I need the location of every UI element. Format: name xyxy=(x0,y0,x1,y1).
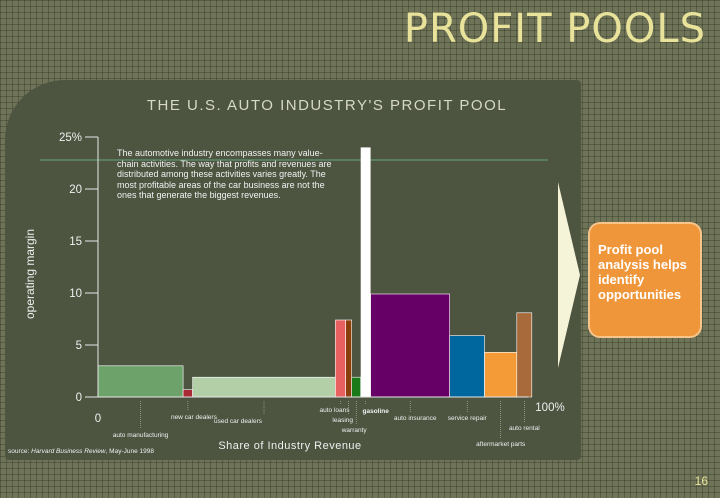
y-tick-label: 0 xyxy=(76,392,82,404)
segment-label: leasing xyxy=(332,417,353,424)
segment-label: auto manufacturing xyxy=(113,432,169,439)
y-tick-label: 10 xyxy=(69,288,82,300)
segment-label: gasoline xyxy=(363,408,390,415)
segment-label: used car dealers xyxy=(214,418,263,425)
segment-label: new car dealers xyxy=(171,414,218,421)
bar-auto-loans xyxy=(335,319,346,398)
source-note: source: Harvard Business Review, May-Jun… xyxy=(8,448,154,455)
bar-new-car-dealers xyxy=(182,389,193,398)
x-axis: 0 100% xyxy=(95,396,565,425)
x-axis-label: Share of Industry Revenue xyxy=(218,440,361,452)
segment-label: aftermarket parts xyxy=(476,441,526,448)
bar-auto-manufacturing xyxy=(97,365,184,398)
bar-warranty xyxy=(351,376,362,398)
y-tick-label: 15 xyxy=(69,236,82,248)
y-tick-label: 20 xyxy=(69,184,82,196)
segment-label: service repair xyxy=(448,415,488,422)
y-axis-label: operating margin xyxy=(23,229,37,319)
callout-box: Profit pool analysis helps identify oppo… xyxy=(588,222,702,338)
chart-annotation: The automotive industry encompasses many… xyxy=(117,148,332,200)
bar-auto-insurance xyxy=(370,293,451,398)
page-number: 16 xyxy=(694,474,708,488)
bar-leasing xyxy=(345,319,353,398)
source-date: , May-June 1998 xyxy=(106,448,155,455)
x-tick-label: 100% xyxy=(535,402,564,414)
y-tick-label: 5 xyxy=(76,340,82,352)
chart-title: THE U.S. AUTO INDUSTRY'S PROFIT POOL xyxy=(147,97,507,114)
slide-title: PROFIT POOLS xyxy=(403,6,706,52)
segment-label: auto insurance xyxy=(394,415,437,422)
bars-layer xyxy=(97,147,533,398)
bar-auto-rental xyxy=(516,312,533,398)
segment-label: warranty xyxy=(341,427,368,434)
chevron-right-arrow-icon xyxy=(558,182,580,368)
segment-label: auto loans xyxy=(320,407,351,414)
source-journal: Harvard Business Review xyxy=(31,448,107,455)
segment-label: auto rental xyxy=(509,425,540,432)
bar-used-car-dealers xyxy=(192,376,336,398)
y-axis: 0 5 10 15 20 25% xyxy=(59,132,99,404)
bar-gasoline xyxy=(360,147,371,397)
y-tick-label: 25% xyxy=(59,132,82,144)
source-prefix: source: xyxy=(8,448,31,455)
bar-service-repair xyxy=(449,335,485,398)
x-tick-label: 0 xyxy=(95,413,101,425)
bar-aftermarket-parts xyxy=(484,351,518,398)
